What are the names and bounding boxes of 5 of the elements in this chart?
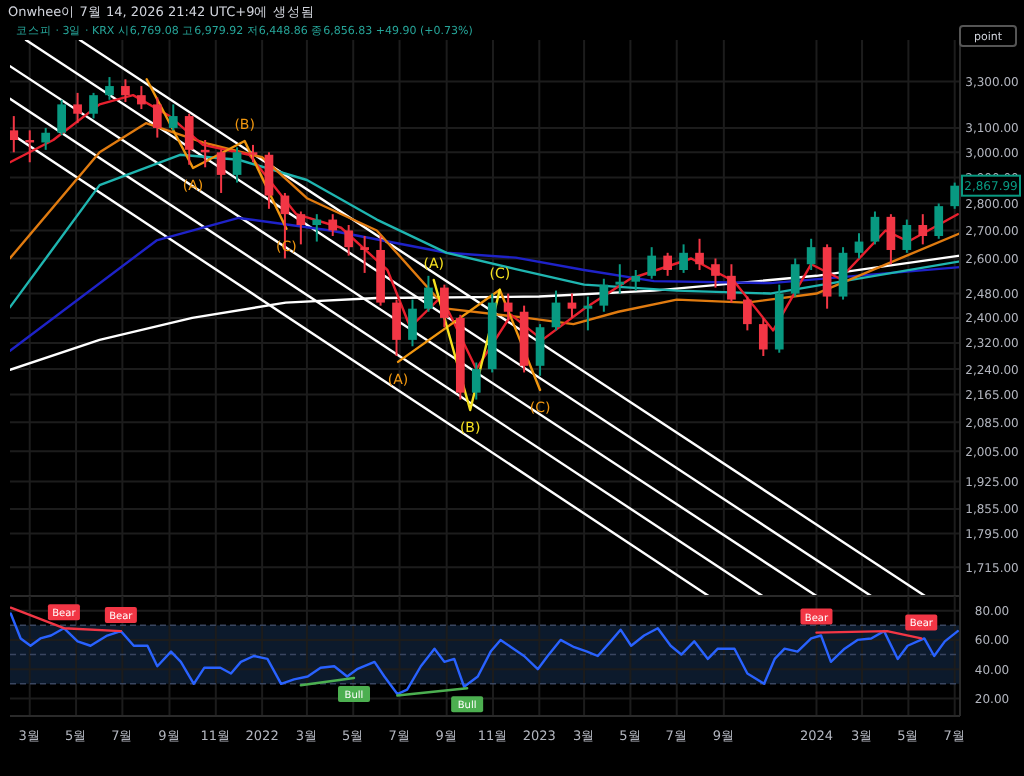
line-series [10, 612, 959, 696]
line-series [10, 153, 960, 309]
line-series [145, 78, 288, 231]
line-series [10, 121, 960, 326]
line-series [10, 216, 960, 352]
